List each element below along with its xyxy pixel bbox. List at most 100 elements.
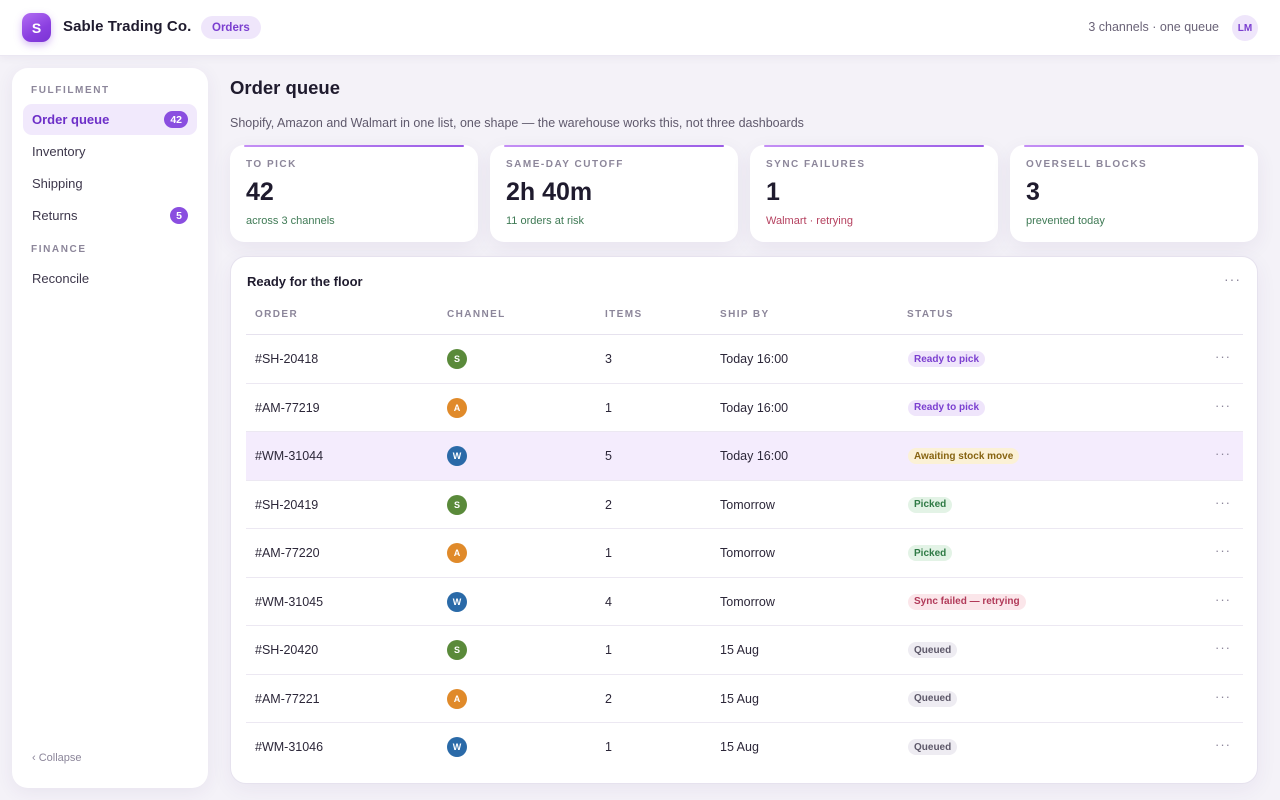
status-badge: Queued (908, 739, 958, 755)
ship-by: Today 16:00 (720, 352, 789, 366)
order-queue-count-badge: 42 (164, 111, 188, 128)
stat-label: SYNC FAILURES (766, 159, 866, 170)
stat-value: 2h 40m (506, 178, 593, 206)
table-row[interactable]: #AM-77221 A 2 15 Aug Queued ··· (246, 675, 1243, 723)
collapse-sidebar-button[interactable]: ‹ Collapse (32, 752, 82, 764)
row-more-icon[interactable]: ··· (1215, 640, 1231, 655)
stat-note: across 3 channels (246, 215, 335, 227)
order-id[interactable]: #SH-20419 (255, 497, 319, 512)
ship-by: 15 Aug (720, 740, 759, 754)
table-row[interactable]: #AM-77219 A 1 Today 16:00 Ready to pick ··· (246, 384, 1243, 432)
stat-note: Walmart · retrying (766, 215, 853, 227)
column-header-items[interactable]: ITEMS (605, 309, 643, 320)
sidebar-item-label: Shipping (32, 176, 83, 191)
row-more-icon[interactable]: ··· (1215, 397, 1231, 413)
stat-value: 42 (246, 178, 274, 206)
stat-value: 1 (766, 178, 780, 206)
orders-panel: Ready for the floor ··· ORDER CHANNEL IT… (230, 256, 1258, 784)
order-id[interactable]: #WM-31044 (255, 449, 324, 463)
order-id[interactable]: #SH-20420 (255, 643, 319, 657)
order-id[interactable]: #AM-77221 (255, 691, 320, 706)
breadcrumb-orders[interactable]: Orders (201, 16, 261, 39)
stat-value: 3 (1026, 178, 1040, 206)
item-count: 3 (605, 352, 612, 366)
table-row[interactable]: #WM-31046 W 1 15 Aug Queued ··· (246, 723, 1243, 772)
channel-icon: W (447, 591, 467, 612)
row-more-icon[interactable]: ··· (1215, 591, 1231, 607)
page-title: Order queue (230, 77, 340, 98)
order-id[interactable]: #WM-31046 (255, 740, 324, 754)
row-more-icon[interactable]: ··· (1215, 737, 1231, 752)
order-id[interactable]: #AM-77220 (255, 546, 320, 560)
sidebar-item-shipping[interactable]: Shipping (23, 168, 197, 199)
column-header-order[interactable]: ORDER (255, 309, 299, 320)
item-count: 1 (605, 740, 612, 754)
order-id[interactable]: #WM-31045 (255, 594, 324, 609)
order-id[interactable]: #AM-77219 (255, 400, 320, 415)
table-row[interactable]: #WM-31044 W 5 Today 16:00 Awaiting stock mov… (246, 432, 1243, 481)
sidebar-section-fulfilment: FULFILMENT (31, 85, 110, 96)
sidebar: FULFILMENT Order queue 42 Inventory Ship… (12, 68, 208, 788)
stat-label: TO PICK (246, 159, 297, 170)
channel-icon: S (447, 640, 467, 660)
stat-note: 11 orders at risk (506, 215, 585, 227)
status-badge: Ready to pick (908, 351, 986, 367)
column-header-ship-by[interactable]: SHIP BY (720, 309, 770, 320)
sidebar-item-label: Inventory (32, 144, 86, 159)
item-count: 2 (605, 691, 612, 706)
channel-icon: W (447, 737, 467, 757)
panel-title: Ready for the floor (247, 274, 363, 289)
stat-label: OVERSELL BLOCKS (1026, 159, 1148, 170)
item-count: 1 (605, 546, 612, 560)
ship-by: Tomorrow (720, 497, 775, 512)
table-row[interactable]: #SH-20418 S 3 Today 16:00 Ready to pick ··· (246, 335, 1243, 384)
sidebar-item-label: Reconcile (32, 271, 90, 286)
channel-icon: W (447, 446, 467, 466)
page-subtitle: Shopify, Amazon and Walmart in one list,… (230, 116, 804, 130)
stat-card-oversell-blocks: OVERSELL BLOCKS 3 prevented today (1010, 145, 1258, 242)
row-more-icon[interactable]: ··· (1215, 494, 1231, 510)
sidebar-item-returns[interactable]: Returns 5 (23, 200, 197, 231)
table-row[interactable]: #SH-20420 S 1 15 Aug Queued ··· (246, 626, 1243, 675)
channel-icon: A (447, 543, 467, 563)
status-badge: Queued (908, 690, 958, 707)
row-more-icon[interactable]: ··· (1215, 543, 1231, 558)
stat-note: prevented today (1026, 215, 1105, 227)
sidebar-item-label: Order queue (32, 112, 110, 127)
brand-name: Sable Trading Co. (63, 18, 192, 35)
status-badge: Picked (908, 545, 953, 561)
item-count: 2 (605, 497, 612, 512)
table-header: ORDER CHANNEL ITEMS SHIP BY STATUS (246, 302, 1243, 335)
stat-card-same-day-cutoff: SAME-DAY CUTOFF 2h 40m 11 orders at risk (490, 145, 738, 242)
table-row[interactable]: #AM-77220 A 1 Tomorrow Picked ··· (246, 529, 1243, 578)
sidebar-item-inventory[interactable]: Inventory (23, 136, 197, 167)
table-row[interactable]: #WM-31045 W 4 Tomorrow Sync failed — retryin… (246, 578, 1243, 626)
stat-card-sync-failures: SYNC FAILURES 1 Walmart · retrying (750, 145, 998, 242)
row-more-icon[interactable]: ··· (1215, 349, 1231, 364)
column-header-status[interactable]: STATUS (907, 309, 954, 320)
ship-by: 15 Aug (720, 643, 759, 657)
panel-more-icon[interactable]: ··· (1224, 271, 1241, 287)
status-badge: Awaiting stock move (908, 448, 1020, 464)
status-badge: Picked (908, 496, 953, 513)
channels-summary: 3 channels · one queue (1088, 20, 1219, 34)
user-avatar[interactable]: LM (1232, 15, 1258, 41)
channel-icon: S (447, 349, 467, 369)
stat-label: SAME-DAY CUTOFF (506, 159, 624, 170)
ship-by: Tomorrow (720, 594, 775, 609)
status-badge: Ready to pick (908, 399, 986, 416)
sidebar-section-finance: FINANCE (31, 244, 87, 255)
ship-by: Today 16:00 (720, 400, 789, 415)
stat-card-to-pick: TO PICK 42 across 3 channels (230, 145, 478, 242)
table-row[interactable]: #SH-20419 S 2 Tomorrow Picked ··· (246, 481, 1243, 529)
channel-icon: S (447, 494, 467, 515)
column-header-channel[interactable]: CHANNEL (447, 309, 506, 320)
sidebar-item-reconcile[interactable]: Reconcile (23, 263, 197, 294)
returns-count-badge: 5 (170, 207, 188, 224)
app-logo[interactable]: S (22, 13, 51, 42)
sidebar-item-order-queue[interactable]: Order queue 42 (23, 104, 197, 135)
row-more-icon[interactable]: ··· (1215, 688, 1231, 704)
ship-by: Tomorrow (720, 546, 775, 560)
order-id[interactable]: #SH-20418 (255, 352, 319, 366)
row-more-icon[interactable]: ··· (1215, 446, 1231, 461)
